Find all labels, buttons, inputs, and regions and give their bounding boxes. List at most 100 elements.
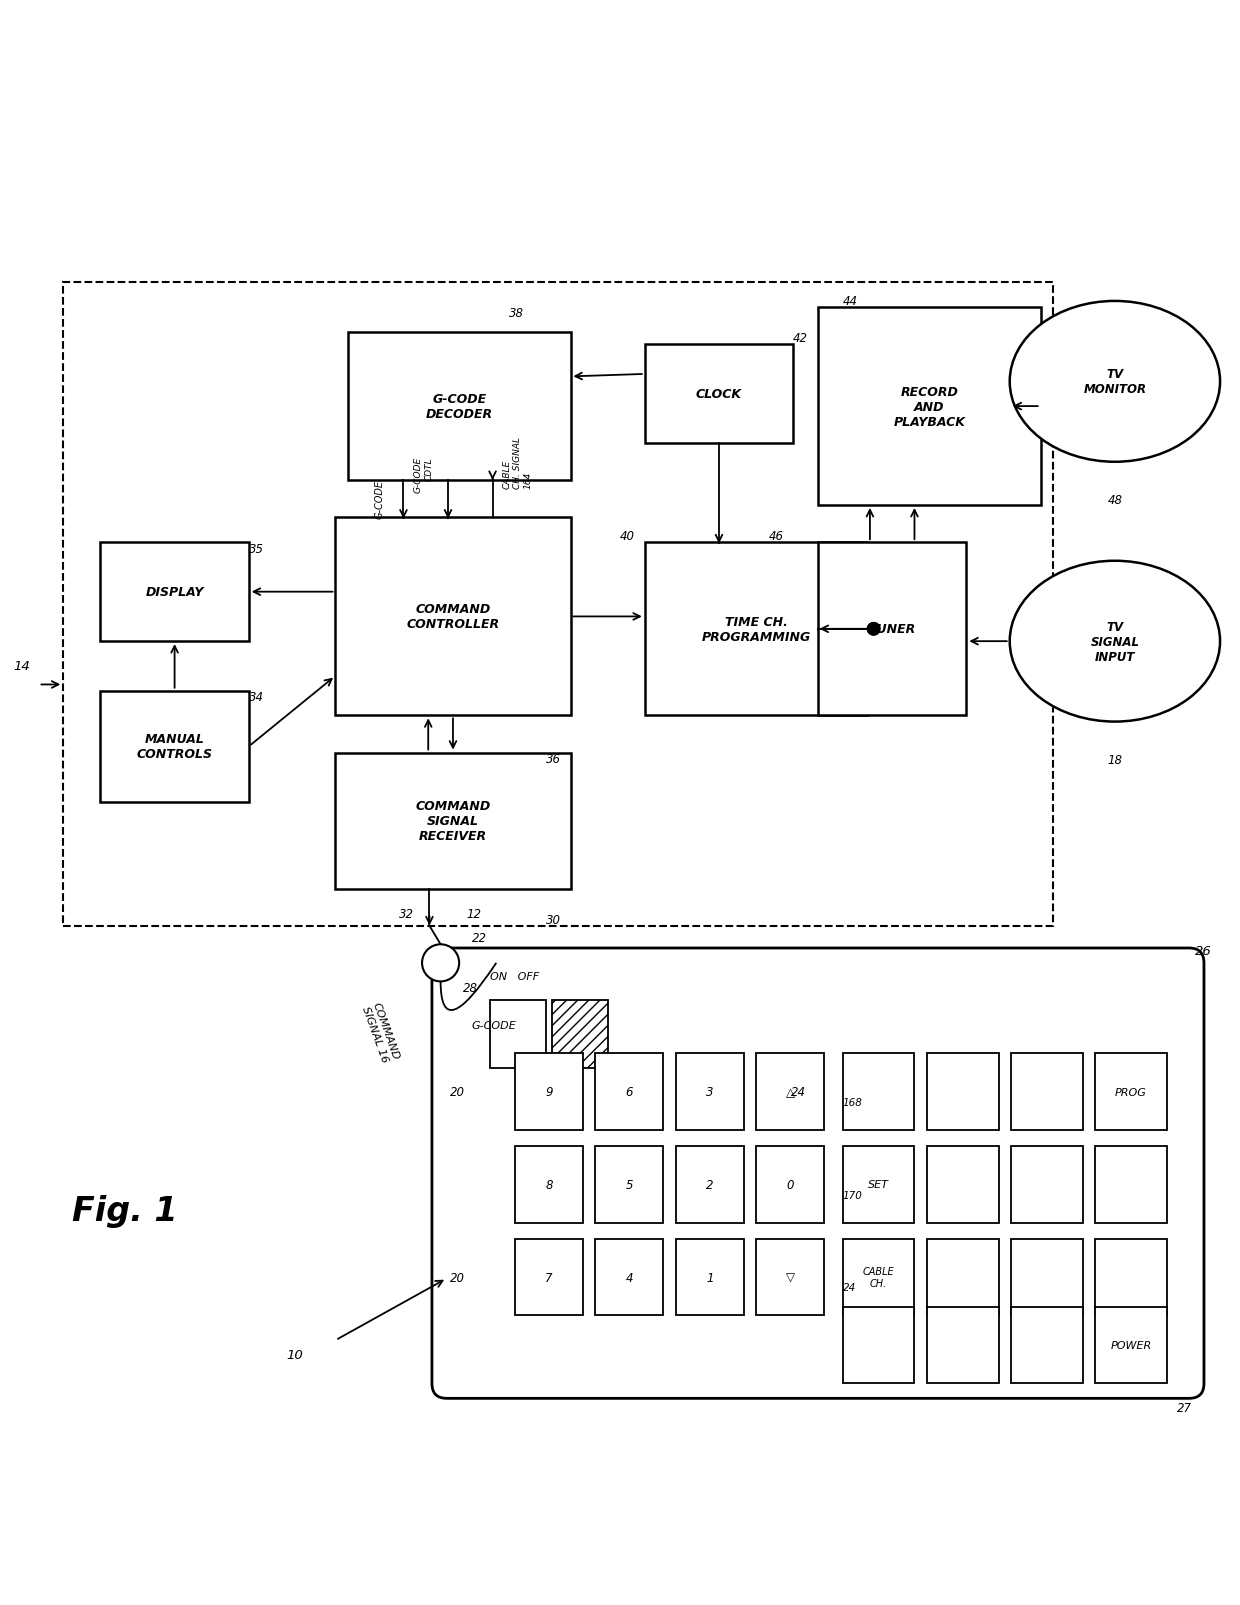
Text: TV
SIGNAL
INPUT: TV SIGNAL INPUT [1090,620,1140,663]
Bar [100,692,249,802]
Bar [336,753,570,889]
Text: 32: 32 [398,907,413,920]
Bar [645,345,794,445]
Text: 6: 6 [625,1085,634,1098]
Bar [843,1053,914,1130]
Text: G-CODE: G-CODE [471,1021,516,1030]
Text: COMMAND
CONTROLLER: COMMAND CONTROLLER [407,603,500,631]
Bar [1095,1306,1167,1384]
Text: CLOCK: CLOCK [696,388,742,401]
Bar [100,542,249,642]
Text: 44: 44 [843,295,858,308]
Text: 20: 20 [450,1085,465,1098]
Circle shape [422,945,459,982]
Text: 30: 30 [546,913,560,926]
Text: G-CODE
CDTL: G-CODE CDTL [414,457,433,493]
Bar [926,1146,998,1223]
Bar [552,1000,608,1069]
Bar [515,1239,583,1316]
Text: 9: 9 [546,1085,553,1098]
Text: 26: 26 [1195,944,1211,957]
Ellipse shape [1009,302,1220,462]
Bar [1011,1146,1083,1223]
Bar [347,332,570,481]
Text: TIME CH.
PROGRAMMING: TIME CH. PROGRAMMING [702,615,811,644]
Text: 12: 12 [466,907,481,920]
FancyBboxPatch shape [432,949,1204,1398]
Text: 10: 10 [286,1348,303,1361]
Text: 168: 168 [843,1098,863,1107]
Bar [676,1239,744,1316]
Text: 24: 24 [843,1282,856,1292]
Bar [63,282,1053,926]
Bar [1095,1053,1167,1130]
Text: PROG: PROG [1115,1087,1147,1096]
Text: MANUAL
CONTROLS: MANUAL CONTROLS [136,733,212,761]
Bar [926,1053,998,1130]
Text: SET: SET [868,1180,889,1189]
Text: 8: 8 [546,1178,553,1191]
Bar [1095,1239,1167,1316]
Bar [926,1239,998,1316]
Bar [676,1053,744,1130]
Bar [595,1053,663,1130]
Bar [1011,1306,1083,1384]
Text: 18: 18 [1107,753,1122,766]
Text: RECORD
AND
PLAYBACK: RECORD AND PLAYBACK [893,385,965,429]
Ellipse shape [1009,562,1220,722]
Bar [756,1053,825,1130]
Text: COMMAND
SIGNAL 16: COMMAND SIGNAL 16 [360,1000,401,1064]
Bar [843,1146,914,1223]
Text: CABLE
CH. SIGNAL
164: CABLE CH. SIGNAL 164 [502,437,532,488]
Text: 48: 48 [1107,493,1122,507]
Text: 5: 5 [625,1178,634,1191]
Bar [843,1239,914,1316]
Bar [756,1239,825,1316]
Text: 40: 40 [620,530,635,542]
Text: G-CODE: G-CODE [374,480,384,518]
Text: Fig. 1: Fig. 1 [72,1194,177,1226]
Text: 3: 3 [706,1085,713,1098]
Text: 35: 35 [249,542,264,555]
Bar [595,1146,663,1223]
Text: 22: 22 [471,931,486,945]
Bar [515,1146,583,1223]
Text: 34: 34 [249,690,264,703]
Bar [515,1053,583,1130]
Circle shape [868,623,880,636]
Bar [645,542,868,716]
Text: 170: 170 [843,1189,863,1201]
Text: 14: 14 [14,660,31,672]
Text: POWER: POWER [1110,1340,1152,1350]
Text: DISPLAY: DISPLAY [145,586,203,599]
Text: 0: 0 [786,1178,794,1191]
Text: 7: 7 [546,1271,553,1284]
Text: 27: 27 [1177,1401,1192,1414]
Bar [595,1239,663,1316]
Text: 2: 2 [706,1178,713,1191]
Text: CABLE
CH.: CABLE CH. [863,1266,894,1289]
Bar [336,518,570,716]
Text: 42: 42 [794,332,808,345]
Bar [843,1306,914,1384]
Bar [818,308,1040,506]
Bar [1095,1146,1167,1223]
Bar [1011,1239,1083,1316]
Text: TUNER: TUNER [868,623,916,636]
Text: 20: 20 [450,1271,465,1284]
Text: 38: 38 [508,307,523,321]
Text: ON   OFF: ON OFF [490,971,539,982]
Bar [926,1306,998,1384]
Bar [676,1146,744,1223]
Text: △: △ [786,1085,795,1098]
Bar [818,542,966,716]
Bar [490,1000,546,1069]
Text: TV
MONITOR: TV MONITOR [1084,368,1147,396]
Text: COMMAND
SIGNAL
RECEIVER: COMMAND SIGNAL RECEIVER [415,799,491,843]
Text: 46: 46 [769,530,784,542]
Bar [756,1146,825,1223]
Text: 24: 24 [791,1085,806,1098]
Bar [1011,1053,1083,1130]
Text: 36: 36 [546,753,560,766]
Text: 4: 4 [625,1271,634,1284]
